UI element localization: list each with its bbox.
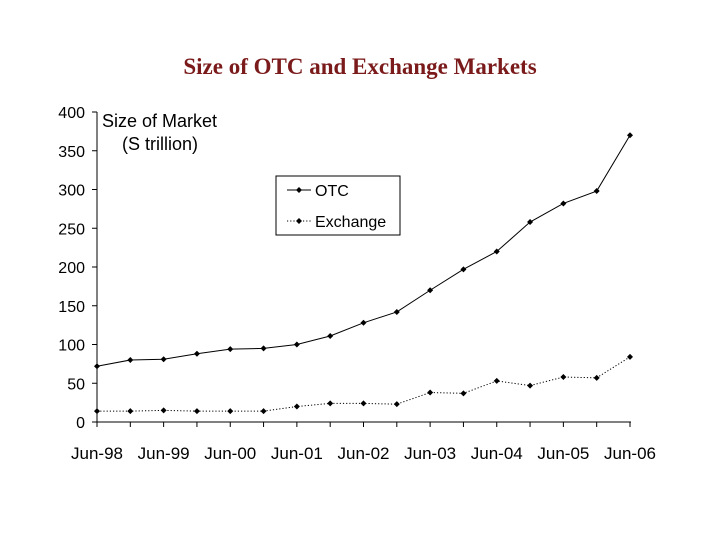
legend-swatch-marker bbox=[296, 187, 302, 193]
y-tick-label: 100 bbox=[58, 338, 85, 355]
y-axis-title-line: Size of Market bbox=[102, 111, 217, 131]
data-point bbox=[260, 345, 267, 352]
data-point bbox=[127, 408, 134, 415]
data-point bbox=[527, 219, 534, 226]
x-tick-label: Jun-04 bbox=[471, 444, 523, 463]
data-point bbox=[593, 188, 600, 195]
data-point bbox=[94, 408, 100, 415]
y-tick-label: 50 bbox=[67, 376, 85, 393]
data-point bbox=[460, 390, 467, 397]
data-point bbox=[360, 400, 367, 407]
data-point bbox=[227, 346, 234, 353]
x-tick-labels: Jun-98 Jun-99 Jun-00 Jun-01 Jun-02 Jun-03 Jun-… bbox=[71, 444, 656, 463]
data-point bbox=[560, 374, 567, 381]
y-tick-label: 350 bbox=[58, 144, 85, 161]
data-point bbox=[493, 377, 500, 384]
data-point bbox=[393, 401, 400, 408]
data-point bbox=[193, 408, 200, 415]
x-tick-label: Jun-01 bbox=[271, 444, 323, 463]
y-tick-label: 200 bbox=[58, 260, 85, 277]
data-point bbox=[493, 248, 500, 255]
legend-label: OTC bbox=[315, 183, 349, 200]
legend: OTC Exchange bbox=[275, 175, 401, 236]
data-point bbox=[293, 341, 300, 348]
series-group bbox=[94, 132, 633, 415]
x-tick-label: Jun-00 bbox=[204, 444, 256, 463]
data-point bbox=[193, 350, 200, 357]
legend-box bbox=[275, 175, 401, 236]
y-tick-labels: 0 50 100 150 200 250 300 350 400 bbox=[58, 105, 85, 432]
x-tick-label: Jun-06 bbox=[604, 444, 656, 463]
data-point bbox=[593, 374, 600, 381]
y-tick-label: 0 bbox=[76, 415, 85, 432]
chart-title: Size of OTC and Exchange Markets bbox=[183, 54, 537, 79]
data-point bbox=[627, 353, 633, 360]
y-axis-title: Size of Market (S trillion) bbox=[102, 111, 217, 154]
y-tick-label: 300 bbox=[58, 183, 85, 200]
y-tick-label: 250 bbox=[58, 221, 85, 238]
data-point bbox=[460, 266, 467, 273]
data-point bbox=[427, 287, 434, 294]
data-point bbox=[560, 200, 567, 207]
legend-label: Exchange bbox=[315, 214, 386, 231]
x-tick-label: Jun-05 bbox=[537, 444, 589, 463]
x-tick-label: Jun-98 bbox=[71, 444, 123, 463]
data-point bbox=[293, 403, 300, 410]
data-point bbox=[427, 389, 434, 396]
data-point bbox=[627, 132, 633, 139]
series-line bbox=[96, 134, 631, 367]
data-point bbox=[393, 308, 400, 315]
y-axis-title-line: (S trillion) bbox=[122, 134, 198, 154]
data-point bbox=[260, 408, 267, 415]
x-tick-label: Jun-99 bbox=[138, 444, 190, 463]
data-point bbox=[227, 408, 234, 415]
data-point bbox=[160, 356, 167, 363]
data-point bbox=[327, 400, 334, 407]
y-tick-label: 150 bbox=[58, 299, 85, 316]
data-point bbox=[94, 363, 100, 370]
legend-swatch-marker bbox=[296, 218, 302, 224]
data-point bbox=[360, 319, 367, 326]
axes bbox=[92, 111, 631, 427]
data-point bbox=[327, 332, 334, 339]
x-tick-label: Jun-03 bbox=[404, 444, 456, 463]
data-point bbox=[160, 407, 167, 414]
x-tick-label: Jun-02 bbox=[338, 444, 390, 463]
data-point bbox=[527, 382, 534, 389]
data-point bbox=[127, 357, 134, 363]
y-tick-label: 400 bbox=[58, 105, 85, 122]
